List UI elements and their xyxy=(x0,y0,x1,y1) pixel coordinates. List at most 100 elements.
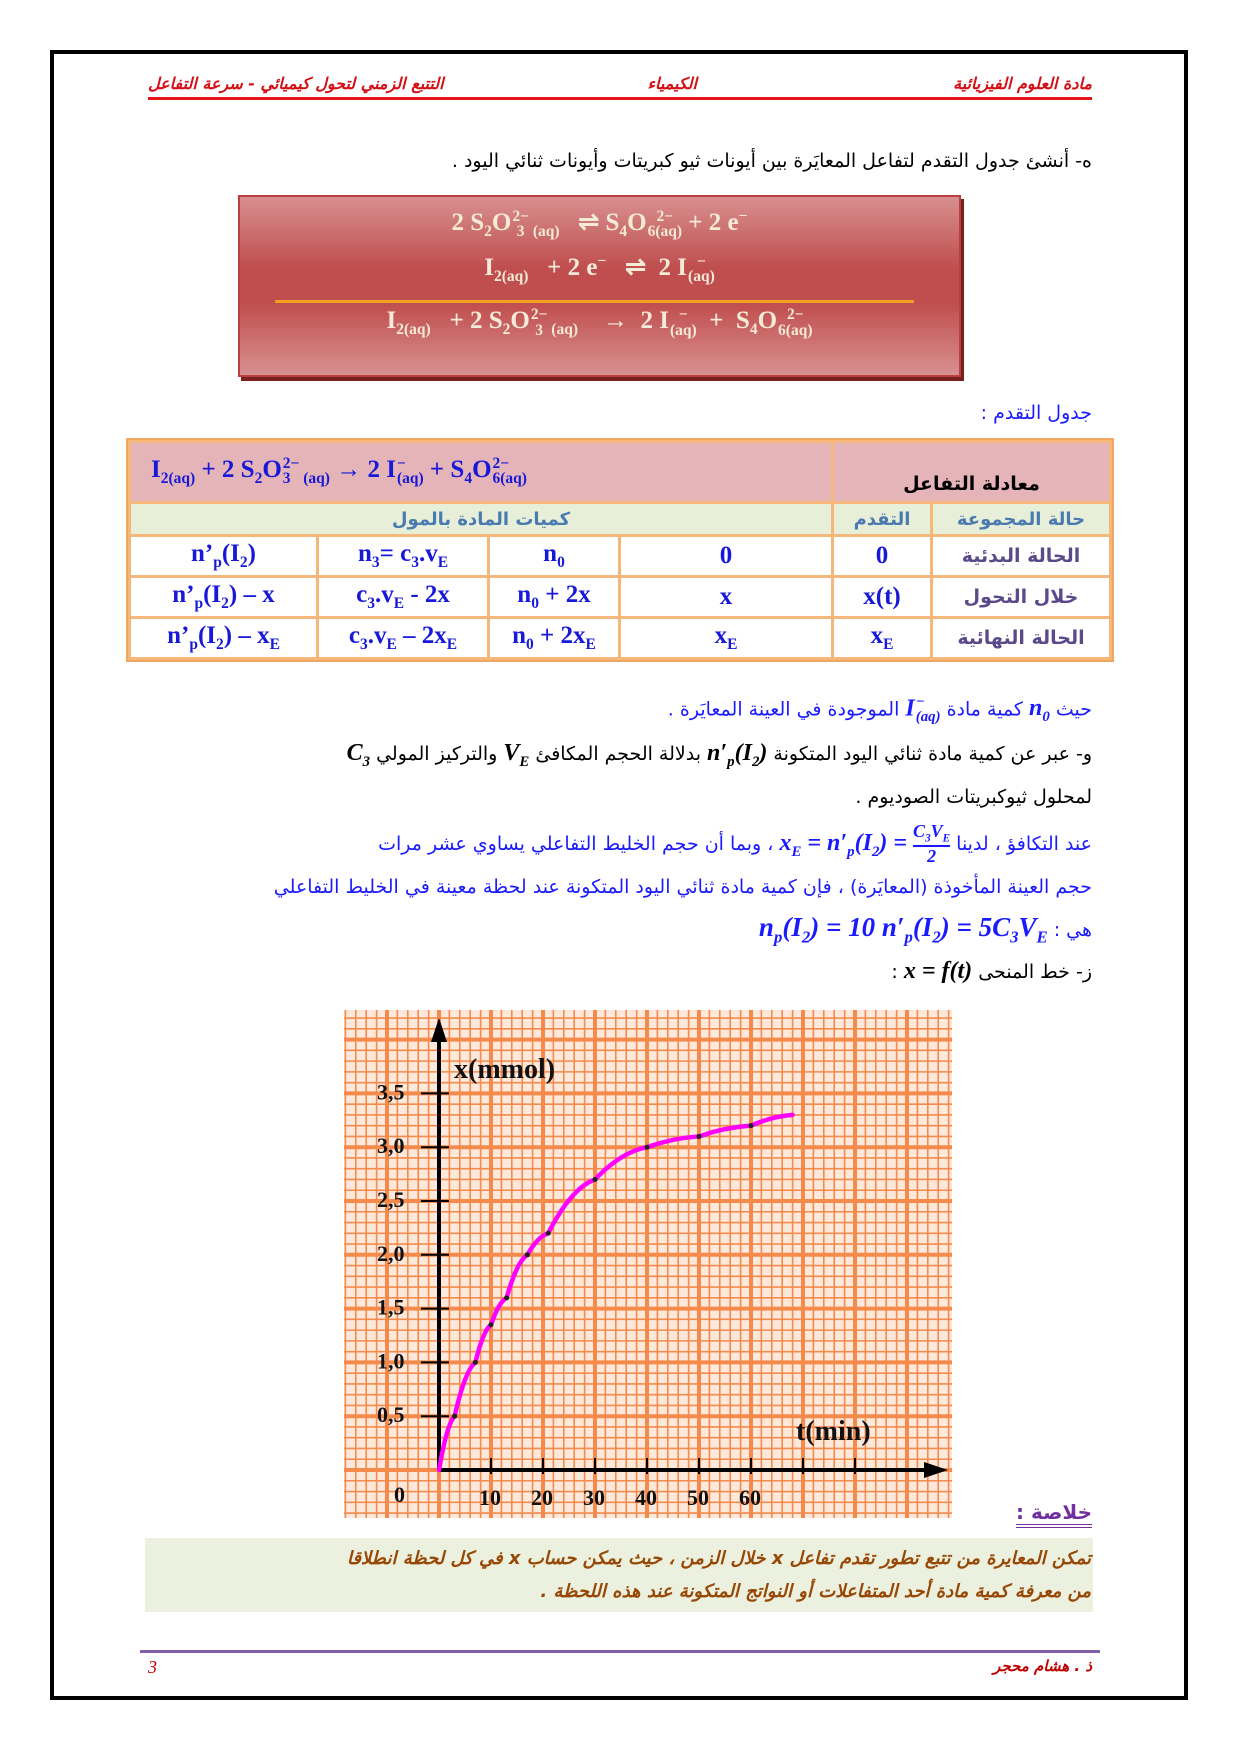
math-iodide: I − (aq) xyxy=(905,694,941,725)
x-tick-label: 0 xyxy=(394,1482,405,1507)
math-ve: VE xyxy=(503,740,530,770)
text: و- عبر عن كمية مادة ثنائي اليود المتكونة xyxy=(767,743,1092,765)
fraction-numerator: C3VE xyxy=(913,821,951,847)
y-tick-label: 0,5 xyxy=(377,1402,405,1427)
x-axis-label: t(min) xyxy=(796,1416,871,1447)
cell-state: خلال التحول xyxy=(933,578,1109,616)
math-c3: C3 xyxy=(346,740,371,770)
conclusion-line-2: من معرفة كمية مادة أحد المتفاعلات أو الن… xyxy=(540,1581,1091,1602)
y-tick-label: 1,0 xyxy=(377,1348,405,1373)
cell-i-minus: n0 xyxy=(490,537,618,575)
cell-s4o6: x xyxy=(621,578,831,616)
question-e: ه- أنشئ جدول التقدم لتفاعل المعايَرة بين… xyxy=(451,150,1092,172)
question-g: ز- خط المنحى x = f(t) : xyxy=(891,958,1092,985)
text: ، وبما أن حجم الخليط التفاعلي يساوي عشر … xyxy=(378,832,780,855)
cell-advancement: x(t) xyxy=(834,578,930,616)
data-point xyxy=(472,1359,478,1365)
table-title: جدول التقدم : xyxy=(980,402,1092,424)
header-branch: الكيمياء xyxy=(647,74,697,93)
overall-equation: I2(aq) + 2 S2O 2− 3 (aq) → 2 I − (aq) + S4O 2… xyxy=(386,306,813,339)
table-row-initial: n’p(I2) n3= c3.vE n0 0 0 الحالة البدئية xyxy=(131,537,1109,575)
text: ز- خط المنحى xyxy=(972,961,1092,983)
half-equation-reduction: I2(aq) + 2 e− ⇌ 2 I − (aq) xyxy=(484,252,715,286)
header-subject: مادة العلوم الفيزيائية xyxy=(953,74,1092,93)
math-n0: n0 xyxy=(1029,695,1050,726)
math-np: np(I2) = 10 n′p(I2) = 5C3VE xyxy=(758,912,1048,947)
cell-advancement: xE xyxy=(834,619,930,657)
text: هي : xyxy=(1047,919,1092,941)
text: الموجودة في العينة المعايَرة . xyxy=(667,698,906,721)
cell-s4o6: xE xyxy=(621,619,831,657)
cell-i-minus: n0 + 2xE xyxy=(490,619,618,657)
y-tick-label: 1,5 xyxy=(377,1295,405,1320)
text: عند التكافؤ ، لدينا xyxy=(950,832,1092,855)
page-header: مادة العلوم الفيزيائية الكيمياء التتبع ا… xyxy=(148,72,1092,100)
data-point xyxy=(524,1252,530,1258)
data-point xyxy=(545,1230,551,1236)
conclusion-box: تمكن المعايرة من تتبع تطور تقدم تفاعل x … xyxy=(145,1538,1093,1612)
y-tick-label: 3,5 xyxy=(377,1079,405,1104)
half-equations-box: 2 S2O 2− 3 (aq) ⇌ S4O 2− 6(aq) + 2 e− I2(aq)… xyxy=(238,195,961,377)
cell-s2o3: c3.vE - 2x xyxy=(319,578,487,616)
table-row-final: n’p(I2) – xE c3.vE – 2xE n0 + 2xE xE xE … xyxy=(131,619,1109,657)
data-point xyxy=(696,1133,702,1139)
conclusion-title: خلاصة : xyxy=(1015,1500,1092,1528)
x-tick-label: 30 xyxy=(583,1485,605,1510)
cell-i2: n’p(I2) – xE xyxy=(131,619,316,657)
text: كمية مادة xyxy=(940,698,1030,721)
question-f: و- عبر عن كمية مادة ثنائي اليود المتكونة… xyxy=(347,740,1092,771)
y-tick-label: 3,0 xyxy=(377,1133,405,1158)
quantities-label: كميات المادة بالمول xyxy=(131,504,831,534)
data-point xyxy=(488,1322,494,1328)
equation-label: معادلة التفاعل xyxy=(834,443,1109,501)
x-tick-label: 40 xyxy=(635,1485,657,1510)
text: بدلالة الحجم المكافئ xyxy=(529,743,708,765)
data-point xyxy=(592,1176,598,1182)
data-point xyxy=(644,1144,650,1150)
x-tick-label: 20 xyxy=(531,1485,553,1510)
advancement-label: التقدم xyxy=(834,504,930,534)
y-axis-label: x(mmol) xyxy=(454,1054,555,1085)
cell-i2: n’p(I2) – x xyxy=(131,578,316,616)
x-vs-t-chart: 0 10 20 30 40 50 60 0,5 1,0 1,5 2,0 2,5 3,0 3,5 x(mmol… xyxy=(344,1010,952,1518)
conclusion-line-1: تمكن المعايرة من تتبع تطور تقدم تفاعل x … xyxy=(346,1548,1091,1569)
cell-i2: n’p(I2) xyxy=(131,537,316,575)
cell-advancement: 0 xyxy=(834,537,930,575)
equation-divider xyxy=(275,300,914,303)
x-tick-label: 60 xyxy=(739,1485,761,1510)
advancement-table: I2(aq) + 2 S2O 2− 3 (aq) → 2 I − (aq) + S4O 2… xyxy=(126,438,1114,662)
footer-divider xyxy=(140,1650,1100,1653)
y-tick-label: 2,5 xyxy=(377,1187,405,1212)
fraction-denominator: 2 xyxy=(927,845,937,866)
text: والتركيز المولي xyxy=(370,743,504,765)
cell-state: الحالة النهائية xyxy=(933,619,1109,657)
text: حيث xyxy=(1049,698,1092,721)
y-tick-label: 2,0 xyxy=(377,1241,405,1266)
half-equation-oxidation: 2 S2O 2− 3 (aq) ⇌ S4O 2− 6(aq) + 2 e− xyxy=(451,207,748,241)
math-np-i2: n′p(I2) xyxy=(707,740,768,770)
text-line-sodium: لمحلول ثيوكبريتات الصوديوم . xyxy=(855,786,1092,808)
x-axis-arrow-icon xyxy=(924,1462,948,1478)
cell-i-minus: n0 + 2x xyxy=(490,578,618,616)
author-name: ذ . هشام محجر xyxy=(993,1657,1092,1675)
header-lesson: التتبع الزمني لتحول كيميائي - سرعة التفا… xyxy=(148,74,444,93)
y-axis-arrow-icon xyxy=(431,1018,447,1042)
cell-s4o6: 0 xyxy=(621,537,831,575)
data-point xyxy=(748,1123,754,1129)
table-equation: I2(aq) + 2 S2O 2− 3 (aq) → 2 I − (aq) + S4O 2… xyxy=(131,443,831,501)
text-line-n0: حيث n0 كمية مادة I − (aq) الموجودة في العي… xyxy=(668,695,1092,726)
data-point xyxy=(504,1295,510,1301)
text-line-equivalence: عند التكافؤ ، لدينا xE = n′p(I2) = C3VE 2… xyxy=(378,821,1092,867)
data-point xyxy=(452,1413,458,1419)
math-x-ft: x = f(t) xyxy=(903,958,973,984)
page-number: 3 xyxy=(148,1657,157,1677)
cell-state: الحالة البدئية xyxy=(933,537,1109,575)
x-tick-label: 10 xyxy=(479,1485,501,1510)
math-xe: xE = n′p(I2) = C3VE 2 xyxy=(779,821,951,866)
text-line-sample: حجم العينة المأخوذة (المعايَرة) ، فإن كم… xyxy=(273,876,1092,898)
cell-s2o3: c3.vE – 2xE xyxy=(319,619,487,657)
text: : xyxy=(891,961,904,983)
x-tick-label: 50 xyxy=(687,1485,709,1510)
page-border xyxy=(50,50,1188,1700)
text-line-np: هي : np(I2) = 10 n′p(I2) = 5C3VE xyxy=(759,912,1092,947)
